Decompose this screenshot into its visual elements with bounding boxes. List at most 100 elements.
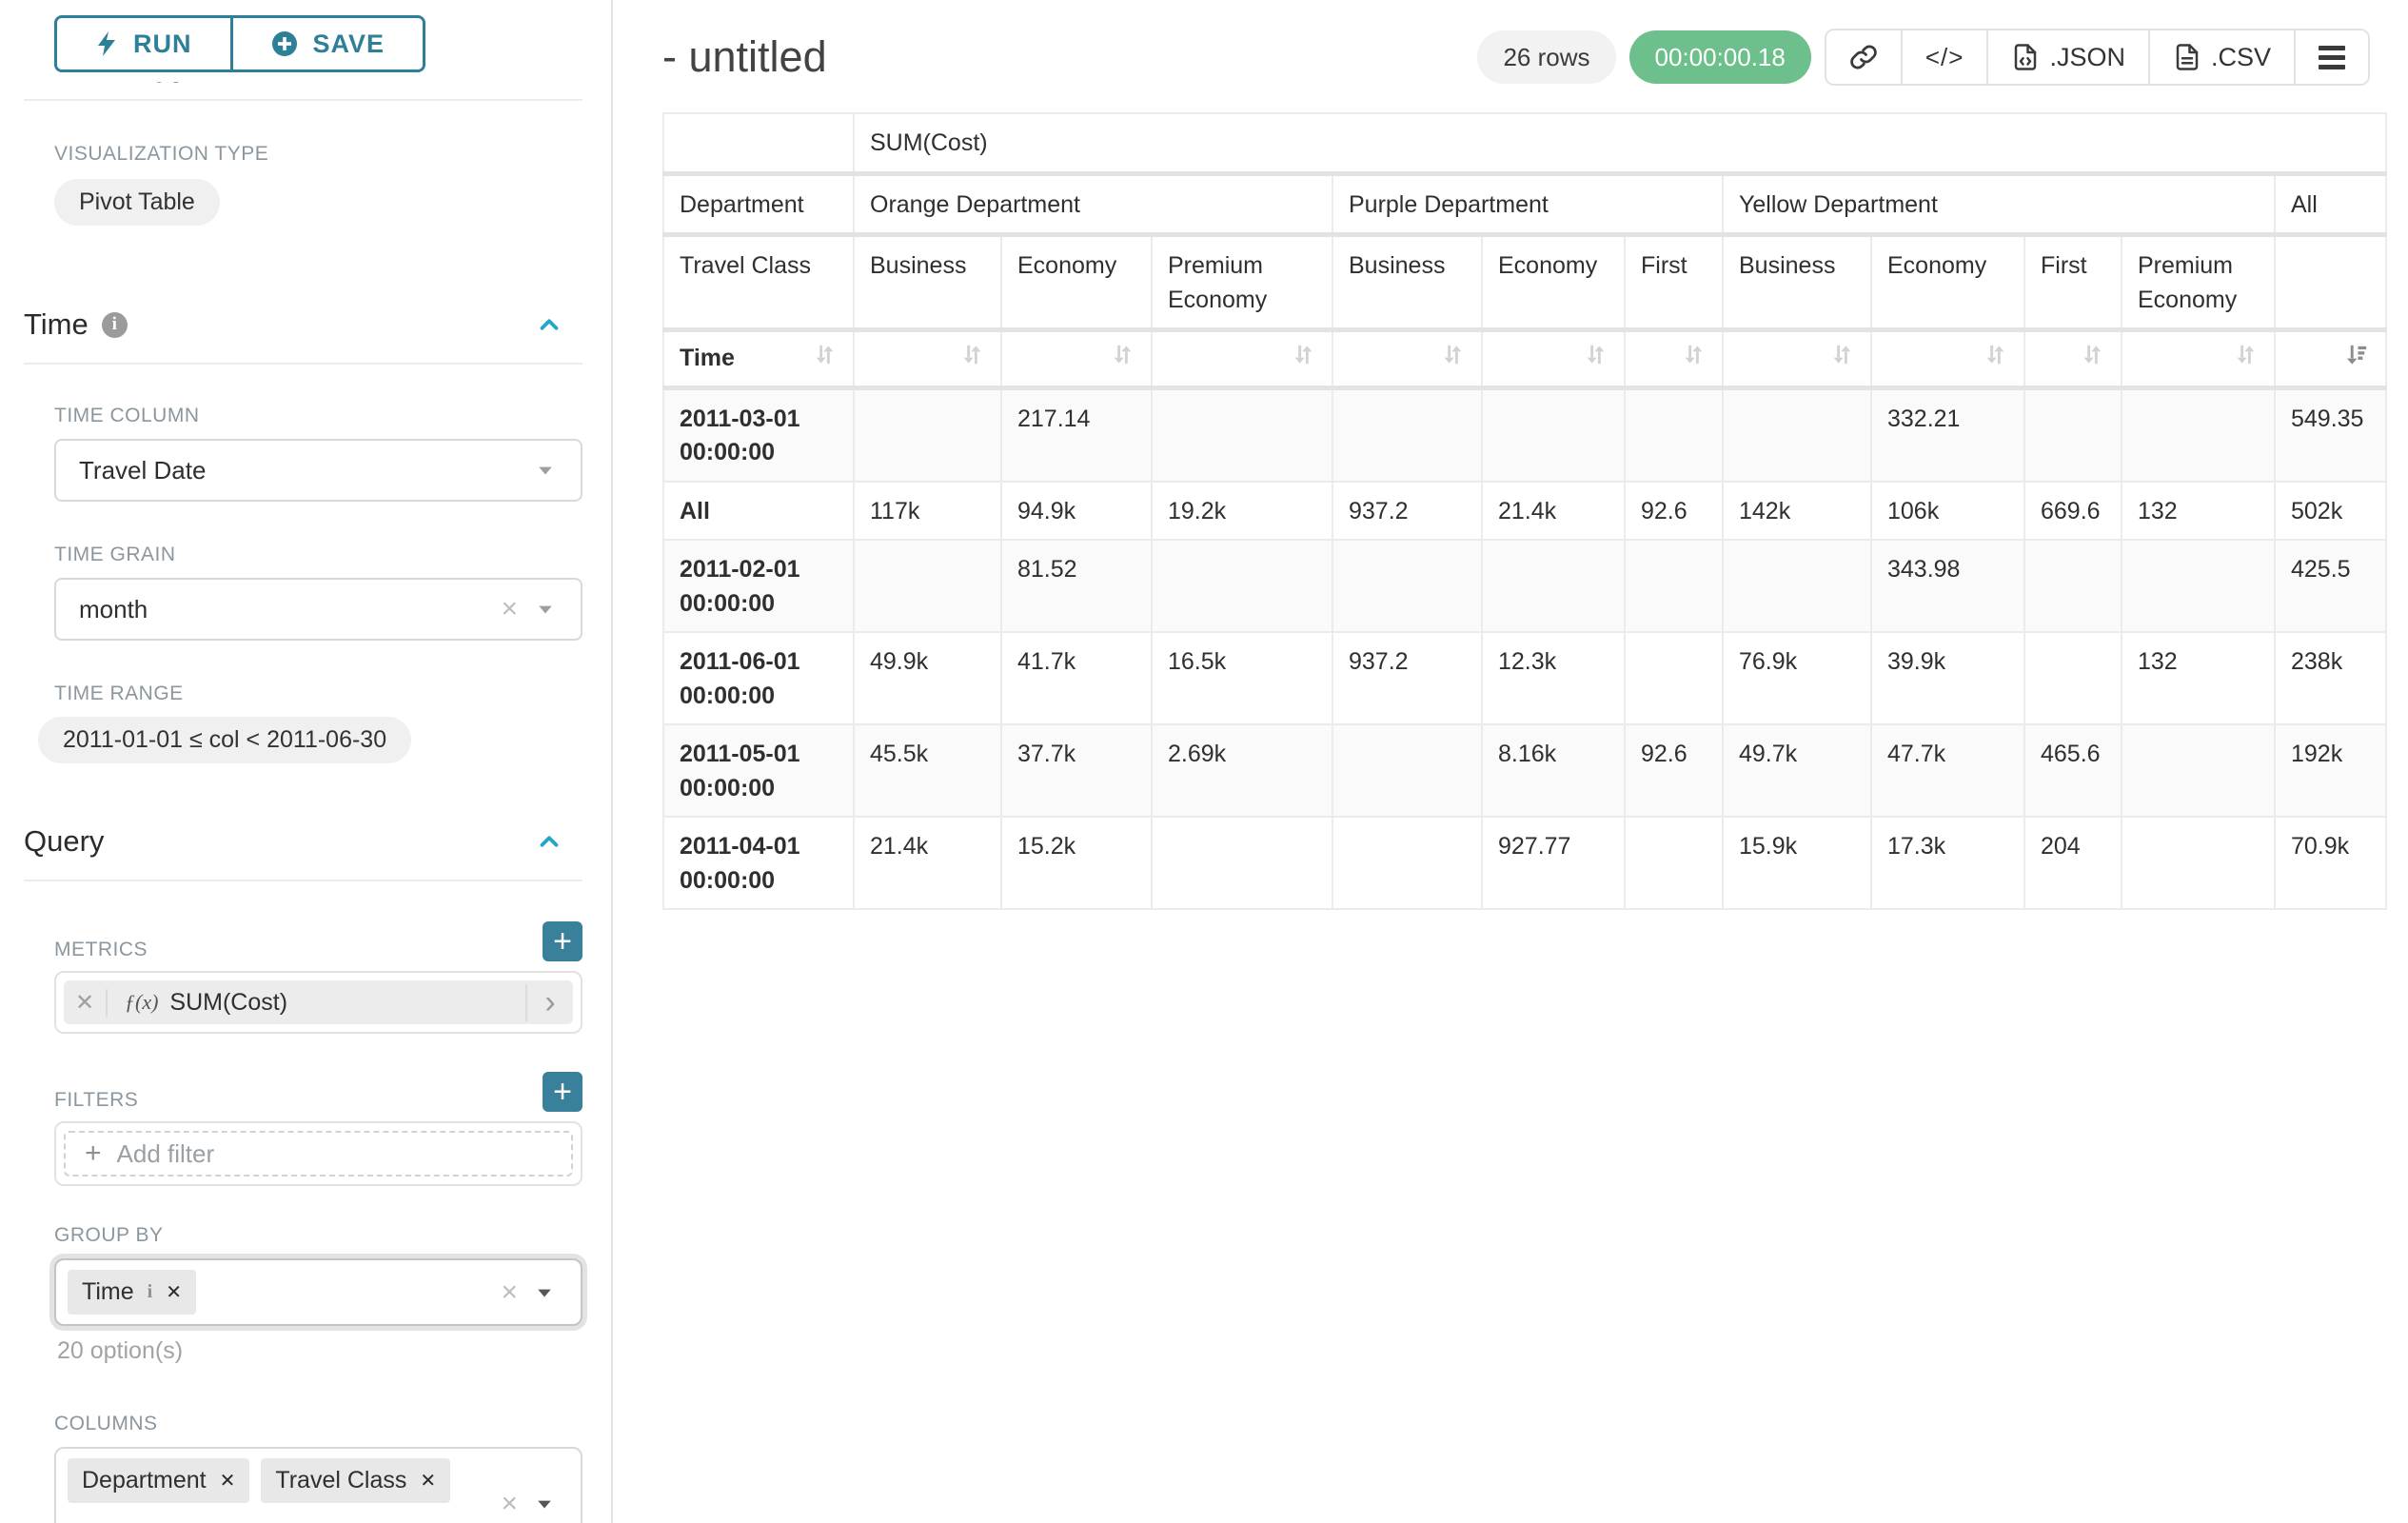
remove-chip-icon[interactable]: ✕ [219, 1471, 236, 1492]
save-button[interactable]: SAVE [229, 18, 424, 69]
time-section-header: Time i [24, 307, 563, 342]
pivot-value-cell [1332, 386, 1483, 483]
pivot-value-cell: 343.98 [1870, 539, 2025, 633]
plus-icon: + [85, 1137, 102, 1169]
sort-icon-cell[interactable] [1151, 328, 1333, 390]
pivot-value-cell [1332, 723, 1483, 818]
columns-chip-label: Department [82, 1467, 207, 1493]
pivot-value-cell: 49.7k [1722, 723, 1872, 818]
travel-class-header: Economy [1000, 233, 1153, 332]
hamburger-menu-icon [2319, 45, 2345, 69]
pivot-value-cell [1151, 386, 1333, 483]
pivot-value-cell: 142k [1722, 480, 1872, 541]
add-filter-button[interactable]: + [543, 1072, 582, 1112]
sort-icon-cell[interactable] [1332, 328, 1483, 390]
sort-icon-cell[interactable] [853, 328, 1002, 390]
filters-header-row: FILTERS + [54, 1072, 582, 1112]
pivot-value-cell: 37.7k [1000, 723, 1153, 818]
metrics-container: ✕ ƒ(x) SUM(Cost) › [54, 971, 582, 1034]
columns-chip-label: Travel Class [275, 1467, 407, 1493]
row-dimension-sort-cell[interactable]: Time [662, 328, 855, 390]
pivot-value-cell: 17.3k [1870, 816, 2025, 910]
columns-chip[interactable]: Department ✕ [68, 1458, 250, 1503]
time-grain-value: month [79, 594, 148, 623]
file-code-icon [2015, 44, 2037, 70]
pivot-value-cell: 937.2 [1332, 631, 1483, 725]
pivot-value-cell [853, 539, 1002, 633]
columns-select[interactable]: Department ✕ Travel Class ✕ × [54, 1447, 582, 1523]
info-icon: i [147, 1281, 153, 1302]
remove-metric-icon[interactable]: ✕ [64, 988, 108, 1017]
clear-icon[interactable]: × [501, 593, 518, 624]
chart-panel: - untitled 26 rows 00:00:00.18 </> .JSON [613, 0, 2408, 1523]
columns-chip[interactable]: Travel Class ✕ [261, 1458, 451, 1503]
sort-icon-cell[interactable] [1870, 328, 2025, 390]
pivot-value-cell: 502k [2274, 480, 2387, 541]
export-csv-button[interactable]: .CSV [2147, 30, 2294, 84]
pivot-table-container: SUM(Cost) Department Orange Department P… [662, 112, 2387, 910]
view-query-button[interactable]: </> [1900, 30, 1987, 84]
add-filter-dropzone[interactable]: + Add filter [64, 1131, 573, 1177]
visualization-type-value[interactable]: Pivot Table [54, 179, 220, 226]
menu-button[interactable] [2294, 30, 2368, 84]
travel-class-header: Business [1332, 233, 1483, 332]
pivot-value-cell: 204 [2023, 816, 2122, 910]
remove-chip-icon[interactable]: ✕ [166, 1282, 182, 1303]
sort-icon-cell[interactable] [1624, 328, 1724, 390]
pivot-value-cell [2121, 723, 2276, 818]
save-button-label: SAVE [312, 29, 385, 58]
add-metric-button[interactable]: + [543, 921, 582, 961]
group-by-select[interactable]: Time i ✕ × [54, 1258, 582, 1326]
time-range-value[interactable]: 2011-01-01 ≤ col < 2011-06-30 [38, 717, 412, 763]
add-filter-label: Add filter [116, 1138, 215, 1168]
pivot-value-cell: 19.2k [1151, 480, 1333, 541]
time-column-select[interactable]: Travel Date [54, 439, 582, 502]
blank-header-cell [662, 112, 855, 176]
code-icon: </> [1924, 42, 1964, 71]
all-group-header: All [2274, 172, 2387, 237]
run-button[interactable]: RUN [57, 18, 230, 69]
sort-icon-cell[interactable] [1481, 328, 1626, 390]
collapse-chevron-up-icon[interactable] [535, 827, 563, 856]
expand-metric-chevron-icon[interactable]: › [525, 983, 573, 1021]
sort-icon-cell[interactable] [1722, 328, 1872, 390]
caret-down-icon [533, 1495, 556, 1513]
pivot-value-cell: 669.6 [2023, 480, 2122, 541]
pivot-body: 2011-03-01 00:00:00 217.14 332.21 549.35 All… [662, 386, 2387, 910]
sort-icon-cell[interactable] [2023, 328, 2122, 390]
travel-class-header: Premium Economy [2121, 233, 2276, 332]
group-by-chip[interactable]: Time i ✕ [68, 1270, 196, 1315]
metric-chip[interactable]: ✕ ƒ(x) SUM(Cost) › [64, 980, 573, 1024]
export-json-button[interactable]: .JSON [1986, 30, 2148, 84]
query-section-header: Query [24, 824, 563, 859]
sort-icon-cell[interactable] [2121, 328, 2276, 390]
pivot-value-cell: 132 [2121, 480, 2276, 541]
pivot-value-cell: 2.69k [1151, 723, 1333, 818]
pivot-value-cell [2121, 386, 2276, 483]
sort-icon[interactable] [812, 342, 838, 378]
clear-icon[interactable]: × [501, 1488, 518, 1519]
pivot-value-cell: 21.4k [853, 816, 1002, 910]
remove-chip-icon[interactable]: ✕ [420, 1471, 437, 1492]
sort-desc-active-icon-cell[interactable] [2274, 328, 2387, 390]
pivot-value-cell: 549.35 [2274, 386, 2387, 483]
sort-icon-cell[interactable] [1000, 328, 1153, 390]
row-header-cell: 2011-02-01 00:00:00 [662, 539, 855, 633]
caret-down-icon [533, 1284, 556, 1301]
share-link-button[interactable] [1826, 30, 1901, 84]
pivot-value-cell: 39.9k [1870, 631, 2025, 725]
pivot-value-cell: 47.7k [1870, 723, 2025, 818]
caret-down-icon [535, 462, 556, 479]
clear-icon[interactable]: × [501, 1276, 518, 1308]
pivot-value-cell [1624, 386, 1724, 483]
pivot-value-cell: 117k [853, 480, 1002, 541]
collapse-chevron-up-icon[interactable] [535, 310, 563, 339]
pivot-value-cell [2023, 631, 2122, 725]
control-panel-sidebar: RUN SAVE Chart Type VISUALIZATION TYPE P… [0, 0, 613, 1523]
pivot-value-cell: 132 [2121, 631, 2276, 725]
chart-title[interactable]: - untitled [662, 32, 827, 81]
time-grain-select[interactable]: month × [54, 578, 582, 641]
metric-name: SUM(Cost) [169, 988, 288, 1016]
row-count-badge: 26 rows [1477, 30, 1616, 84]
